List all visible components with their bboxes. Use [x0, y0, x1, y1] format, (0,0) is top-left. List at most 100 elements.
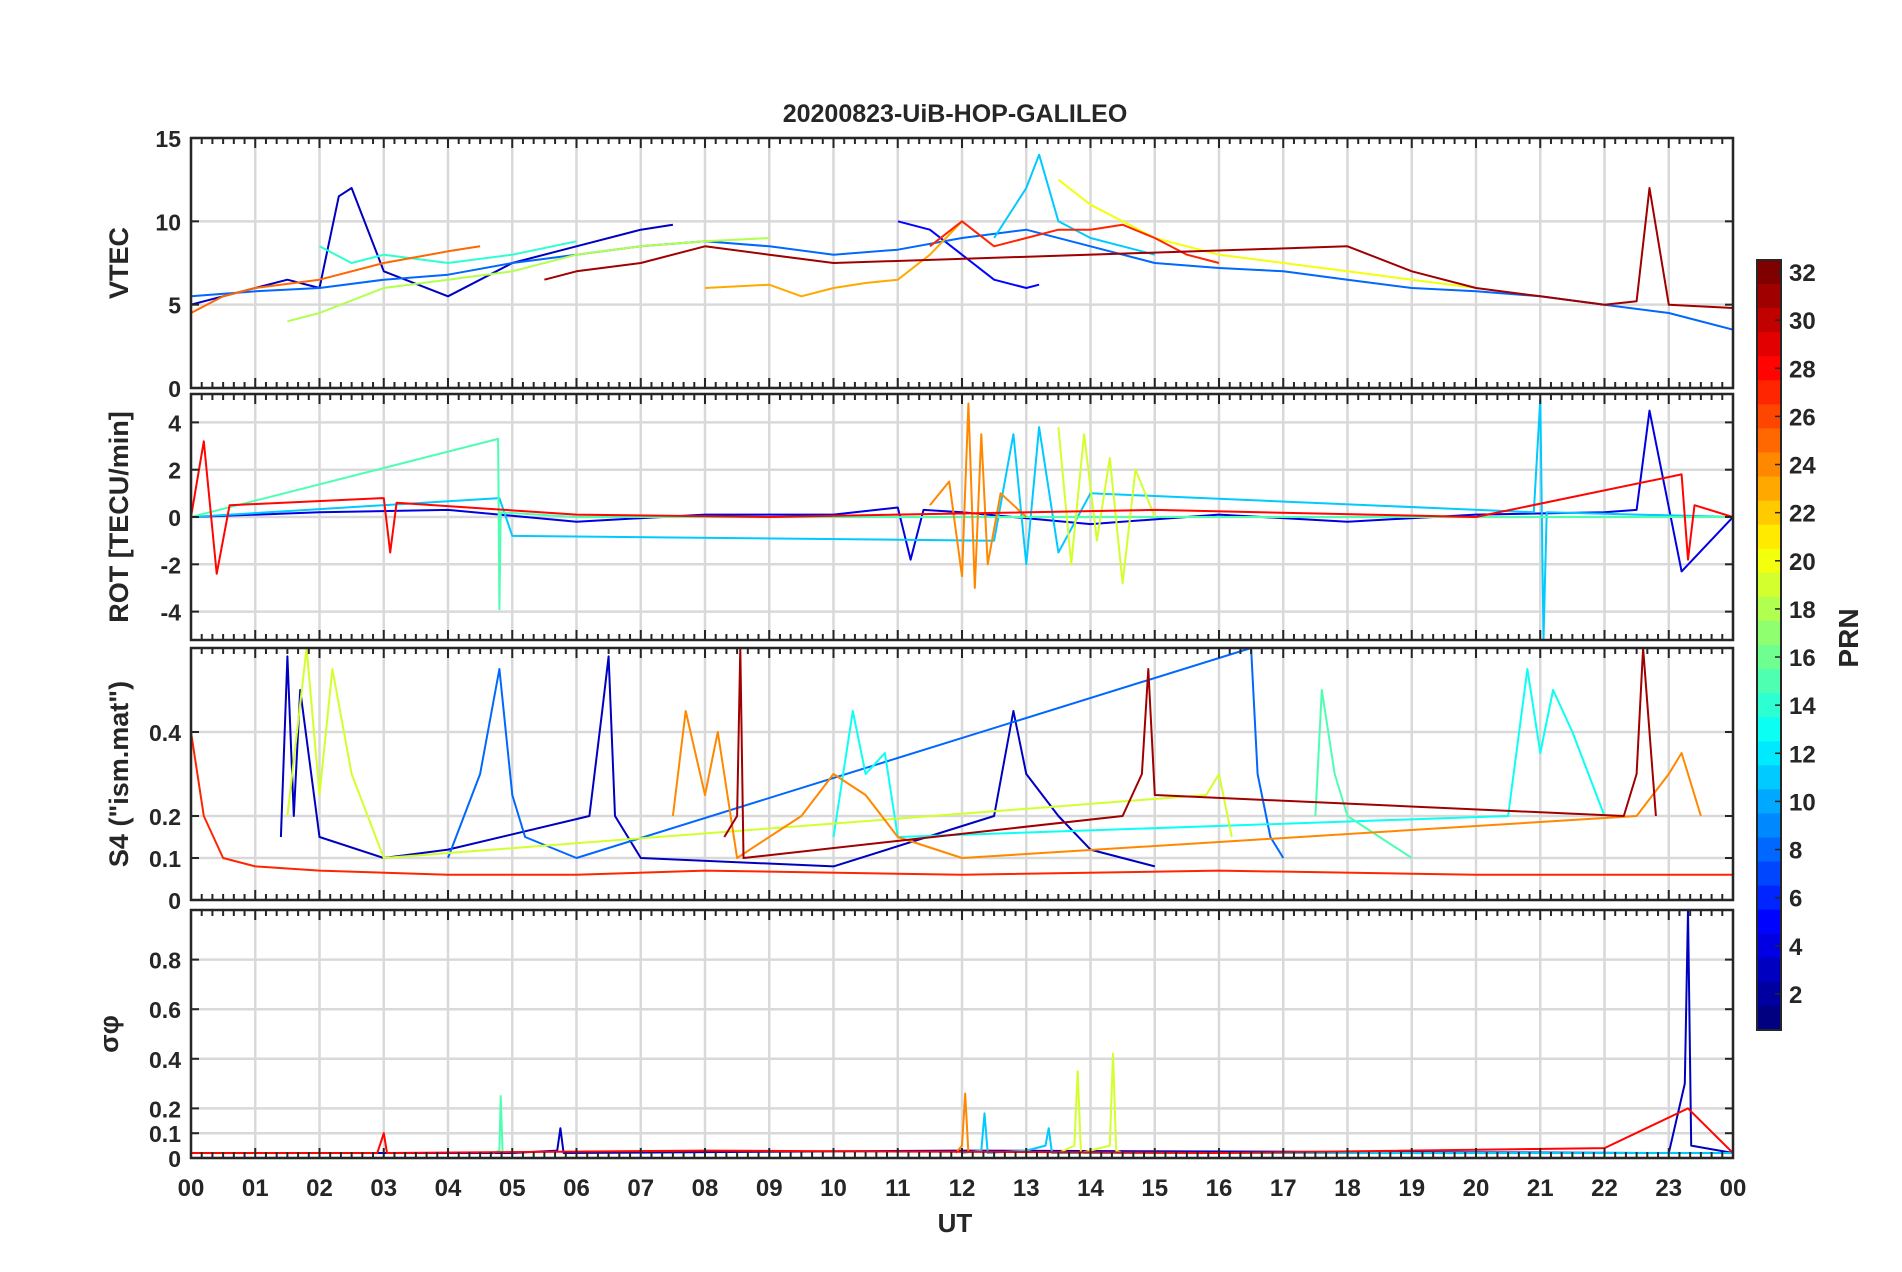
y-axis-label: σφ — [94, 1015, 124, 1053]
colorbar-tick-label: 12 — [1789, 741, 1816, 768]
x-tick-label: 12 — [949, 1175, 976, 1202]
colorbar-tick-label: 24 — [1789, 453, 1816, 480]
colorbar-tick-label: 32 — [1789, 260, 1816, 287]
y-tick-label: 2 — [168, 458, 181, 484]
x-tick-label: 04 — [435, 1175, 462, 1202]
colorbar-tick-label: 18 — [1789, 597, 1816, 624]
colorbar-segment — [1757, 332, 1781, 357]
x-tick-label: 16 — [1206, 1175, 1233, 1202]
colorbar-segment — [1757, 572, 1781, 598]
x-tick-label: 05 — [499, 1175, 526, 1202]
series-line-prn-31 — [723, 648, 1657, 859]
colorbar-tick-label: 14 — [1789, 693, 1816, 720]
y-tick-label: 0 — [168, 505, 181, 531]
x-tick-label: 00 — [178, 1175, 205, 1202]
y-tick-label: 0.1 — [149, 1121, 181, 1147]
panel-vtec: 0 5 10 15 VTEC — [104, 126, 1735, 402]
y-tick-label: 5 — [168, 293, 181, 319]
colorbar-segment — [1757, 620, 1781, 646]
series-line-prn-24 — [954, 1092, 970, 1154]
series-line-prn-15 — [1314, 689, 1413, 859]
series-line-prn-19 — [286, 648, 1233, 859]
colorbar-tick-label: 20 — [1789, 549, 1816, 576]
series-line-prn-5 — [897, 220, 1040, 289]
series-line-prn-19 — [1057, 1052, 1123, 1154]
colorbar-segment — [1757, 428, 1781, 454]
colorbar-segment — [1757, 524, 1781, 550]
x-axis-label: UT — [938, 1208, 973, 1238]
y-tick-label: 0.8 — [149, 948, 181, 974]
colorbar-tick-label: 16 — [1789, 645, 1816, 672]
x-tick-label: 17 — [1270, 1175, 1297, 1202]
colorbar-tick-label: 4 — [1789, 934, 1803, 961]
y-tick-label: 10 — [155, 209, 181, 235]
series-line-prn-14 — [319, 240, 577, 264]
series-line-prn-8 — [447, 648, 1285, 859]
colorbar-segment — [1757, 1005, 1781, 1031]
y-axis-label: S4 ("ism.mat") — [104, 681, 134, 867]
colorbar-border — [1756, 259, 1782, 1031]
chart-title: 20200823-UiB-HOP-GALILEO — [783, 100, 1128, 128]
y-tick-label: 0.2 — [149, 1096, 181, 1122]
colorbar-segment — [1757, 861, 1781, 887]
x-tick-label: 00 — [1720, 1175, 1747, 1202]
y-tick-label: 0 — [168, 888, 181, 914]
colorbar-tick-label: 2 — [1789, 982, 1802, 1009]
x-tick-label: 13 — [1013, 1175, 1040, 1202]
x-tick-label: 02 — [306, 1175, 333, 1202]
y-tick-label: 0 — [168, 376, 181, 402]
x-tick-label: 11 — [885, 1175, 910, 1202]
series-line-prn-4 — [191, 409, 1733, 573]
colorbar-tick-label: 30 — [1789, 308, 1816, 335]
y-tick-label: 4 — [168, 410, 181, 436]
series-line-prn-25 — [191, 245, 481, 314]
x-tick-label: 03 — [370, 1175, 397, 1202]
panel-sigma-phi: 00.10.2 0.4 0.6 0.8 σφ — [94, 908, 1735, 1172]
colorbar-segment — [1757, 765, 1781, 790]
y-tick-label: -4 — [161, 600, 182, 626]
colorbar-tick-label: 28 — [1789, 356, 1816, 383]
colorbar-segment — [1757, 909, 1781, 935]
colorbar-segment — [1757, 380, 1781, 405]
series-line-prn-27 — [191, 731, 1733, 876]
colorbar-segment — [1757, 284, 1781, 309]
colorbar-label: PRN — [1833, 608, 1864, 667]
y-tick-label: 0.1 — [149, 846, 181, 872]
y-tick-label: 0.4 — [149, 1047, 181, 1073]
colorbar-tick-label: 6 — [1789, 886, 1802, 913]
series-line-prn-11 — [993, 153, 1156, 256]
series-line-prn-31 — [544, 187, 1733, 309]
x-tick-label: 18 — [1334, 1175, 1361, 1202]
x-tick-label: 20 — [1463, 1175, 1490, 1202]
y-axis-label: VTEC — [104, 227, 134, 299]
series-group — [191, 397, 1733, 640]
series-line-prn-13 — [832, 668, 1606, 838]
y-tick-label: 0.2 — [149, 804, 181, 830]
x-tick-label: 23 — [1655, 1175, 1682, 1202]
colorbar-tick-label: 10 — [1789, 789, 1816, 816]
x-tick-label: 09 — [756, 1175, 783, 1202]
series-group — [191, 153, 1733, 331]
colorbar-segment — [1757, 669, 1781, 694]
y-tick-label: 0.4 — [149, 720, 181, 746]
colorbar-tick-label: 26 — [1789, 404, 1816, 431]
x-tick-label: 06 — [563, 1175, 590, 1202]
x-tick-label: 07 — [627, 1175, 654, 1202]
panel-s4: 0 0.1 0.2 0.4 S4 ("ism.mat") — [104, 646, 1735, 914]
x-tick-label: 22 — [1591, 1175, 1618, 1202]
series-line-prn-11 — [191, 397, 1733, 640]
x-tick-label: 15 — [1141, 1175, 1168, 1202]
x-tick-label: 21 — [1527, 1175, 1554, 1202]
x-tick-label: 08 — [692, 1175, 719, 1202]
y-tick-label: -2 — [161, 552, 181, 578]
series-line-prn-8 — [191, 228, 1733, 331]
panel-rot: -4 -2 0 2 4 ROT [TECU/min] — [104, 392, 1735, 642]
colorbar-tick-label: 8 — [1789, 838, 1802, 865]
x-tick-label: 01 — [242, 1175, 269, 1202]
y-tick-label: 0 — [168, 1146, 181, 1172]
colorbar-segment — [1757, 476, 1781, 502]
series-line-prn-24 — [671, 710, 1702, 859]
series-group — [191, 648, 1733, 876]
